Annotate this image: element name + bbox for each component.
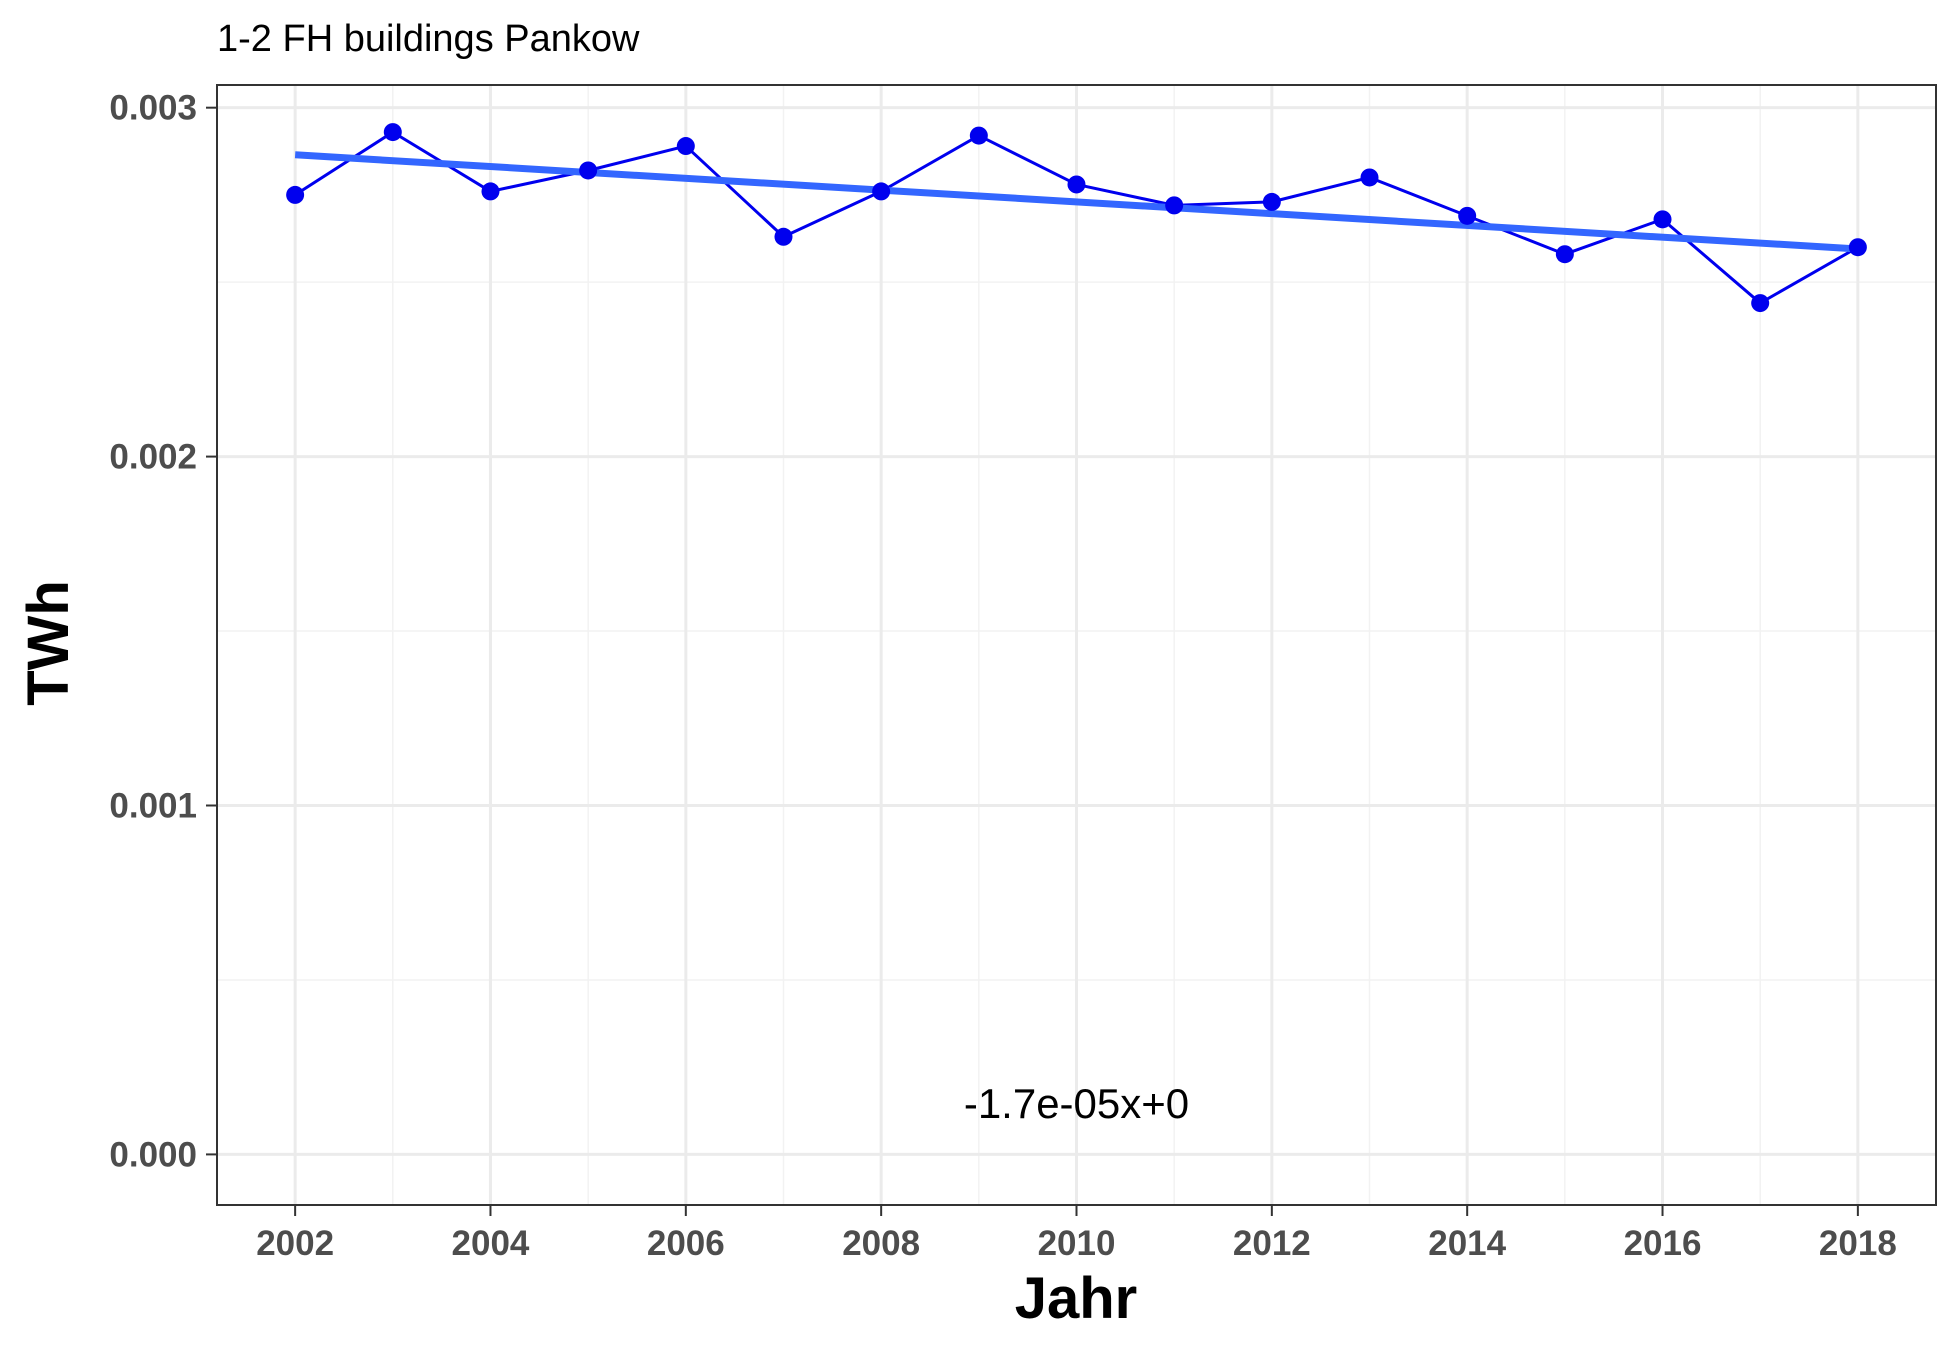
data-point: [579, 161, 598, 180]
y-tick-label: 0.002: [109, 438, 197, 477]
grid: [217, 85, 1936, 1205]
y-tick-label: 0.003: [109, 89, 197, 128]
x-tick-label: 2010: [1038, 1224, 1116, 1263]
data-point: [774, 227, 793, 246]
plot-area: -1.7e-05x+0: [286, 123, 1867, 1127]
data-point: [1067, 175, 1086, 194]
x-tick-label: 2018: [1819, 1224, 1897, 1263]
data-point: [1165, 196, 1184, 215]
data-point: [383, 123, 402, 142]
data-point: [1262, 192, 1281, 211]
data-point: [1848, 238, 1867, 257]
data-point: [1458, 206, 1477, 225]
trend-line: [294, 151, 1859, 253]
x-tick-label: 2012: [1233, 1224, 1311, 1263]
x-tick-label: 2014: [1428, 1224, 1506, 1263]
y-axis-title: TWh: [16, 580, 81, 706]
data-point: [1360, 168, 1379, 187]
y-tick-label: 0.000: [109, 1135, 197, 1174]
data-point: [872, 182, 891, 201]
data-point: [1751, 294, 1770, 313]
data-point: [1653, 210, 1672, 229]
x-tick-label: 2004: [452, 1224, 530, 1263]
chart-title: 1-2 FH buildings Pankow: [217, 18, 640, 60]
data-point: [286, 185, 305, 204]
x-axis-title: Jahr: [1015, 1266, 1138, 1331]
x-tick-label: 2016: [1624, 1224, 1702, 1263]
data-point: [481, 182, 500, 201]
data-point: [676, 137, 695, 156]
data-point: [1555, 245, 1574, 264]
data-point: [969, 126, 988, 145]
axes: 2002 2004 2006 2008 2010 2012 2014 2016 2018 0.00…: [109, 89, 1896, 1263]
regression-annotation: -1.7e-05x+0: [964, 1080, 1189, 1127]
y-tick-label: 0.001: [109, 786, 197, 825]
x-tick-label: 2006: [647, 1224, 725, 1263]
x-tick-label: 2008: [842, 1224, 920, 1263]
x-tick-label: 2002: [256, 1224, 334, 1263]
